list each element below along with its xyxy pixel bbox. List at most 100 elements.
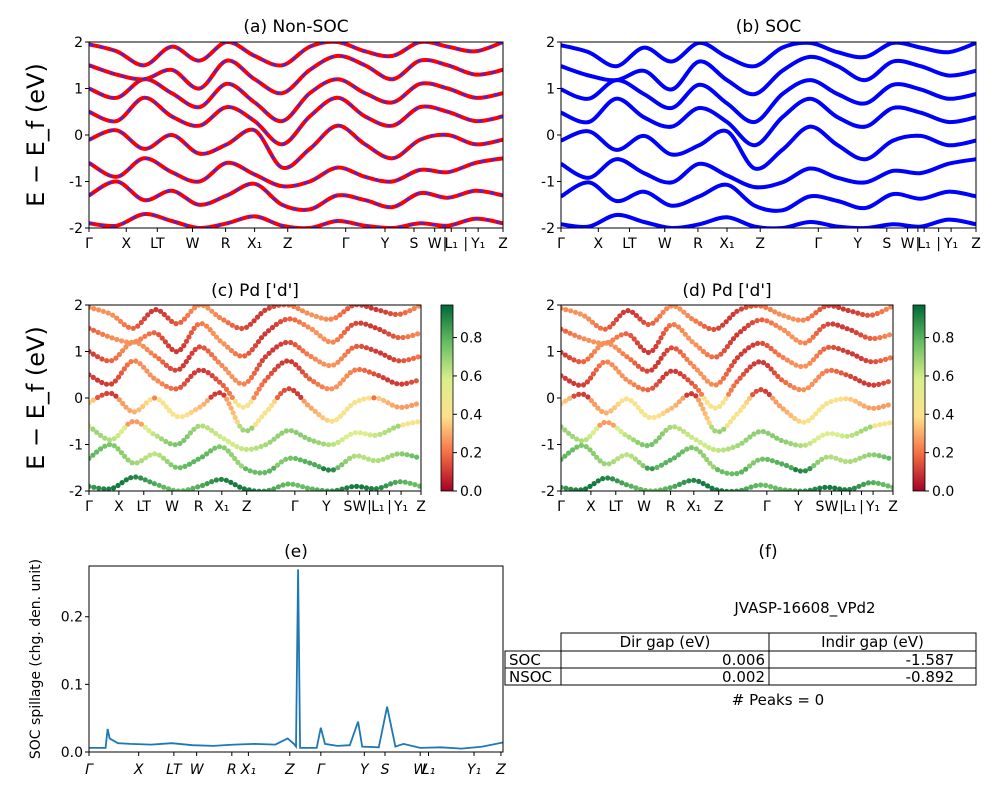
projection-point	[819, 456, 825, 462]
projection-point	[300, 348, 306, 354]
x-tick-label: X₁	[240, 762, 256, 778]
projection-point	[178, 319, 184, 325]
band-line-dashed	[89, 78, 503, 123]
band-line	[89, 212, 503, 228]
projection-point	[660, 330, 667, 337]
projection-point	[134, 460, 140, 466]
projection-point	[685, 312, 691, 319]
projection-point	[262, 378, 268, 384]
projection-point	[404, 380, 410, 386]
projection-point	[100, 308, 106, 314]
projection-point	[223, 477, 229, 483]
projection-point	[366, 369, 372, 375]
projection-point	[619, 373, 625, 379]
y-tick-label: 2	[74, 35, 83, 51]
projection-point	[763, 305, 769, 310]
projection-point	[394, 451, 400, 457]
projection-point	[95, 394, 101, 401]
projection-point	[681, 352, 687, 359]
projection-point	[656, 435, 662, 441]
projection-point	[325, 338, 331, 345]
projection-point	[882, 333, 888, 339]
projection-point	[691, 363, 697, 370]
projection-point	[104, 390, 110, 397]
projection-point	[304, 402, 311, 408]
x-tick-label: Y₁	[467, 762, 481, 778]
x-tick-label: |	[859, 499, 864, 515]
projection-point	[258, 335, 265, 341]
projection-point	[772, 349, 778, 355]
x-tick-label: Y₁	[470, 236, 485, 252]
projection-point	[594, 454, 600, 460]
projection-point	[156, 482, 162, 488]
projection-point	[847, 486, 853, 491]
projection-point	[697, 321, 703, 327]
projection-point	[91, 484, 97, 490]
projection-point	[583, 437, 589, 443]
projection-point	[167, 441, 173, 447]
x-tick-label: Z	[971, 236, 981, 252]
projection-point	[788, 465, 794, 471]
projection-point	[874, 310, 880, 317]
projection-point	[218, 476, 224, 482]
projection-point	[569, 433, 576, 439]
projection-point	[89, 348, 92, 355]
projection-point	[632, 456, 639, 462]
y-tick-label: 1	[546, 82, 555, 98]
projection-point	[605, 359, 611, 365]
projection-point	[595, 478, 601, 484]
projection-point	[599, 408, 605, 414]
projection-point	[721, 426, 727, 432]
projection-point	[807, 360, 813, 366]
projection-point	[719, 488, 725, 491]
projection-point	[753, 483, 759, 489]
projection-point	[116, 374, 122, 380]
projection-point	[593, 426, 600, 432]
projection-point	[401, 358, 407, 364]
projection-point	[825, 321, 831, 327]
projection-point	[828, 398, 834, 405]
y-tick-label: -2	[69, 484, 83, 500]
projection-point	[720, 447, 727, 453]
projection-point	[196, 344, 202, 350]
projection-point	[742, 348, 748, 354]
projection-point	[297, 457, 303, 463]
projection-point	[840, 347, 846, 353]
projection-point	[608, 408, 614, 414]
projection-point	[743, 486, 749, 491]
projection-point	[717, 403, 723, 409]
projection-point	[570, 447, 576, 453]
x-tick-label: Y	[852, 236, 862, 252]
projection-point	[883, 306, 889, 312]
projection-point	[735, 443, 741, 449]
projection-point	[758, 387, 764, 393]
projection-point	[121, 322, 127, 328]
projection-point	[571, 357, 577, 363]
projection-point	[325, 442, 332, 448]
projection-point	[880, 403, 887, 409]
projection-point	[319, 384, 325, 390]
projection-point	[617, 313, 623, 319]
projection-point	[681, 373, 687, 380]
projection-point	[807, 487, 813, 491]
projection-point	[701, 395, 707, 401]
projection-point	[829, 367, 835, 373]
projection-point	[612, 405, 618, 411]
projection-point	[815, 459, 821, 465]
projection-point	[765, 362, 771, 369]
projection-point	[348, 402, 354, 409]
projection-point	[600, 340, 607, 346]
projection-point	[593, 367, 599, 373]
x-tick-label: Z	[498, 236, 508, 252]
projection-point	[849, 351, 856, 357]
band-line	[89, 95, 503, 147]
projection-point	[249, 347, 255, 353]
projection-point	[326, 362, 332, 369]
projection-point	[391, 357, 397, 363]
projection-point	[313, 330, 319, 336]
projection-point	[664, 347, 670, 353]
projection-point	[595, 345, 601, 351]
projection-point	[195, 484, 201, 490]
projection-point	[561, 424, 564, 430]
ylabel: E − E_f (eV)	[22, 326, 50, 470]
